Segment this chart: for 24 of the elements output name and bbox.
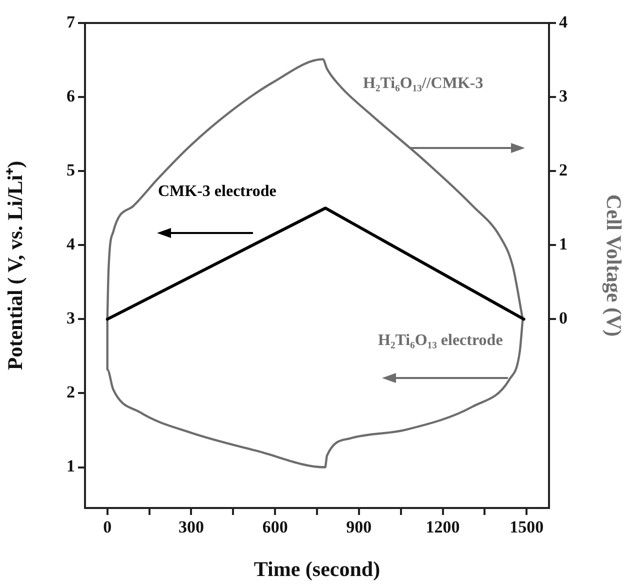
- x-axis-title: Time (second): [254, 556, 380, 581]
- series-label: CMK-3 electrode: [158, 183, 276, 200]
- x-tick-label: 1500: [510, 518, 544, 537]
- y-tick-label: 3: [66, 308, 75, 328]
- y-tick-label: 4: [66, 234, 76, 254]
- x-tick-label: 600: [262, 518, 288, 537]
- y2-tick-label: 1: [559, 234, 568, 254]
- y-tick-label: 7: [66, 12, 76, 32]
- x-tick-label: 0: [103, 518, 112, 537]
- y2-axis-title: Cell Voltage (V): [602, 194, 626, 337]
- y-tick-label: 5: [66, 160, 75, 180]
- y2-tick-label: 3: [559, 86, 568, 106]
- series-label: H₂Ti₆O₁₃ electrode: [378, 332, 503, 349]
- x-tick-label: 300: [178, 518, 204, 537]
- y-axis-title: Potential ( V, vs. Li/Li⁺): [3, 160, 28, 370]
- y2-tick-label: 2: [559, 160, 568, 180]
- y2-tick-label: 4: [559, 12, 568, 32]
- x-tick-label: 900: [346, 518, 372, 537]
- x-tick-label: 1200: [426, 518, 460, 537]
- y-tick-label: 2: [66, 382, 75, 402]
- series-label: H₂Ti₆O₁₃//CMK-3: [363, 75, 484, 92]
- y-tick-label: 6: [66, 86, 75, 106]
- y2-tick-label: 0: [559, 308, 568, 328]
- y-tick-label: 1: [66, 456, 75, 476]
